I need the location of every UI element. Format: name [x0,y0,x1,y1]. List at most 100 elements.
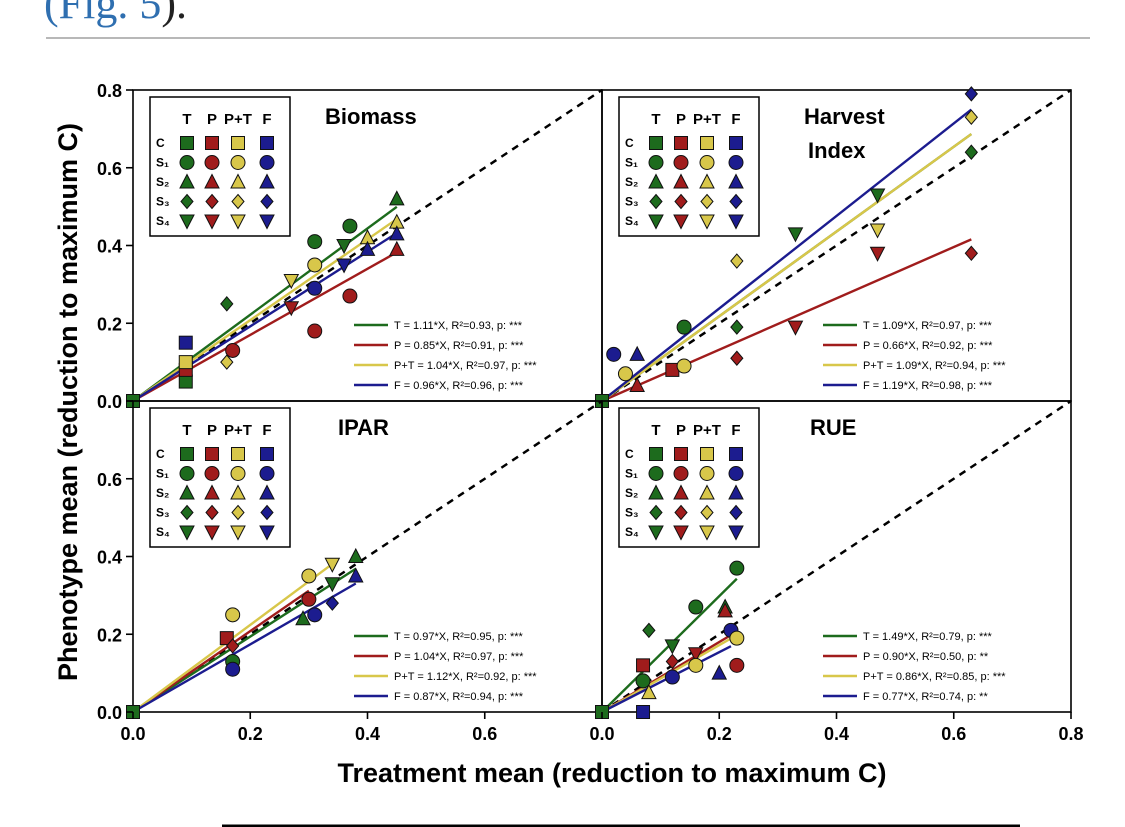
x-tick-label: 0.0 [120,724,145,744]
legend-marker [205,447,219,461]
data-point [336,239,352,255]
data-point [336,258,352,274]
fit-equation: P+T = 0.86*X, R²=0.85, p: *** [863,671,1006,683]
x-tick-label: 0.8 [1058,724,1083,744]
data-point [324,577,341,593]
legend-marker [179,525,195,541]
panel-title: Biomass [325,104,417,129]
legend-marker [179,155,195,170]
legend-row-label: S₂ [625,175,638,189]
fit-equation: F = 0.87*X, R²=0.94, p: *** [394,691,524,703]
data-point [688,657,704,673]
legend-marker [648,214,664,230]
fit-equation: F = 0.96*X, R²=0.96, p: *** [394,380,524,392]
y-tick-label: 0.0 [97,703,122,723]
legend-row-label: S₁ [156,156,169,170]
panel-rue: RUE T P P+T F C S₁ S₂ S₃ S₄ T = 1.49*X, R²=0.79, p… [595,399,1072,719]
legend-marker [649,447,663,461]
legend-box: T P P+T F C S₁ S₂ S₃ S₄ [618,407,760,548]
legend-marker [728,214,744,230]
one-to-one-line [601,399,1072,714]
legend-box: T P P+T F C S₁ S₂ S₃ S₄ [149,96,291,237]
legend-marker [204,525,220,541]
data-point [220,354,234,370]
legend-marker [231,136,245,150]
data-point [665,653,680,670]
legend-column-header: F [262,111,271,128]
legend-row-label: S₂ [156,486,169,500]
legend-column-header: F [262,422,271,439]
legend-marker [674,504,688,521]
legend-row-label: S₄ [156,214,170,228]
data-point [964,109,978,125]
legend-marker [699,173,715,189]
figure-reference-link[interactable]: (Fig. 5 [44,0,162,28]
caption-close: ). [161,0,188,28]
fit-line-p-t [132,218,398,402]
legend-marker [230,484,246,500]
legend-row-label: S₁ [625,467,638,481]
legend-marker [699,214,715,230]
legend-marker [259,173,275,189]
y-tick-label: 0.2 [97,314,122,334]
one-to-one-line [601,88,1072,403]
legend-marker [728,155,744,170]
legend-marker [260,193,274,210]
legend-marker [260,504,274,521]
legend-marker [179,214,195,230]
legend-marker [179,466,195,481]
legend-marker [673,173,689,189]
legend-column-header: F [731,422,740,439]
legend-marker [728,173,744,189]
data-point [388,190,405,206]
fit-equation: P = 0.85*X, R²=0.91, p: *** [394,340,524,352]
legend-row-label: S₄ [625,525,639,539]
data-point [178,374,193,389]
legend-column-header: P+T [693,422,721,439]
legend-marker [260,136,274,150]
legend-marker [674,136,688,150]
data-point [964,86,978,102]
fit-equation: T = 1.11*X, R²=0.93, p: *** [394,320,523,332]
data-point [359,240,376,256]
legend-marker [649,136,663,150]
y-tick-label: 0.4 [97,548,122,568]
x-axis-label: Treatment mean (reduction to maximum C) [337,758,886,788]
data-point [388,240,405,256]
legend-marker [230,173,246,189]
one-to-one-line [132,88,603,403]
legend-marker [649,193,663,210]
data-point [617,366,633,382]
legend-marker [230,466,246,481]
data-point [295,610,311,626]
legend-marker [728,484,744,500]
legend-marker [259,466,275,481]
data-point [869,246,886,262]
legend-marker [205,136,219,150]
legend-marker [260,447,274,461]
legend-marker [179,484,195,500]
fit-equation: P = 0.66*X, R²=0.92, p: *** [863,340,993,352]
x-tick-label: 0.4 [824,724,849,744]
data-point [729,560,745,576]
data-point [642,622,656,639]
legend-marker [231,447,245,461]
fit-equation: P = 1.04*X, R²=0.97, p: *** [394,651,524,663]
legend-marker [231,504,245,521]
legend-row-label: C [625,447,634,461]
x-tick-label: 0.6 [941,724,966,744]
legend-marker [230,155,246,170]
data-point [687,647,704,663]
data-point [220,296,234,312]
data-point [676,358,692,374]
figure-reference-caption: (Fig. 5). [44,0,187,29]
data-point [347,567,364,583]
fit-equation: T = 0.97*X, R²=0.95, p: *** [394,631,524,643]
data-point [301,568,317,584]
fit-line-p [601,238,972,403]
data-point [325,595,339,611]
legend-column-header: P [207,111,217,128]
data-point [225,607,241,623]
data-point [283,301,300,317]
fit-equation: F = 1.19*X, R²=0.98, p: *** [863,380,993,392]
